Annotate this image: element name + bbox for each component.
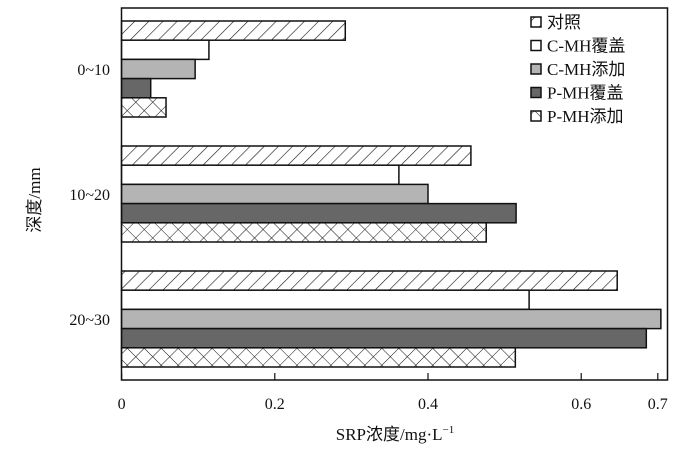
legend-swatch: [530, 110, 542, 122]
legend-swatch: [530, 16, 542, 28]
bar-C-MH添加-20~30: [120, 308, 662, 330]
bar-P-MH添加-10~20: [120, 222, 487, 243]
legend-swatch: [530, 86, 542, 99]
legend-label: C-MH添加: [547, 60, 625, 79]
bar-对照-10~20: [120, 145, 472, 166]
legend-swatch: [530, 39, 542, 52]
legend-label: P-MH覆盖: [547, 84, 624, 103]
x-tick-label: 0.4: [418, 396, 438, 413]
legend-swatch: [530, 63, 542, 75]
y-axis-label: 深度/mm: [25, 167, 44, 232]
bar-C-MH覆盖-0~10: [120, 39, 210, 61]
bar-对照-0~10: [120, 20, 347, 41]
legend-label: P-MH添加: [547, 107, 624, 126]
bar-P-MH覆盖-20~30: [120, 327, 648, 349]
y-tick-label: 20~30: [69, 312, 110, 329]
bar-P-MH添加-20~30: [120, 347, 517, 368]
bar-P-MH添加-0~10: [120, 97, 167, 118]
bar-P-MH覆盖-0~10: [120, 77, 152, 99]
y-tick-label: 10~20: [69, 187, 110, 204]
x-tick-label: 0.2: [265, 396, 285, 413]
x-axis-label: SRP浓度/mg·L−1: [336, 424, 454, 444]
bar-C-MH覆盖-20~30: [120, 289, 530, 311]
bar-P-MH覆盖-10~20: [120, 202, 517, 224]
x-tick-label: 0.6: [571, 396, 591, 413]
legend-label: 对照: [547, 13, 581, 32]
bar-C-MH添加-0~10: [120, 58, 196, 80]
bar-对照-20~30: [120, 270, 618, 291]
legend-label: C-MH覆盖: [547, 37, 625, 56]
bar-C-MH添加-10~20: [120, 183, 429, 205]
x-tick-label: 0.7: [648, 396, 668, 413]
x-tick-label: 0: [118, 396, 126, 413]
legend: 对照 C-MH覆盖 C-MH添加 P-MH覆盖 P-MH添加: [530, 13, 625, 126]
bar-C-MH覆盖-10~20: [120, 164, 400, 186]
y-tick-label: 0~10: [77, 62, 110, 79]
